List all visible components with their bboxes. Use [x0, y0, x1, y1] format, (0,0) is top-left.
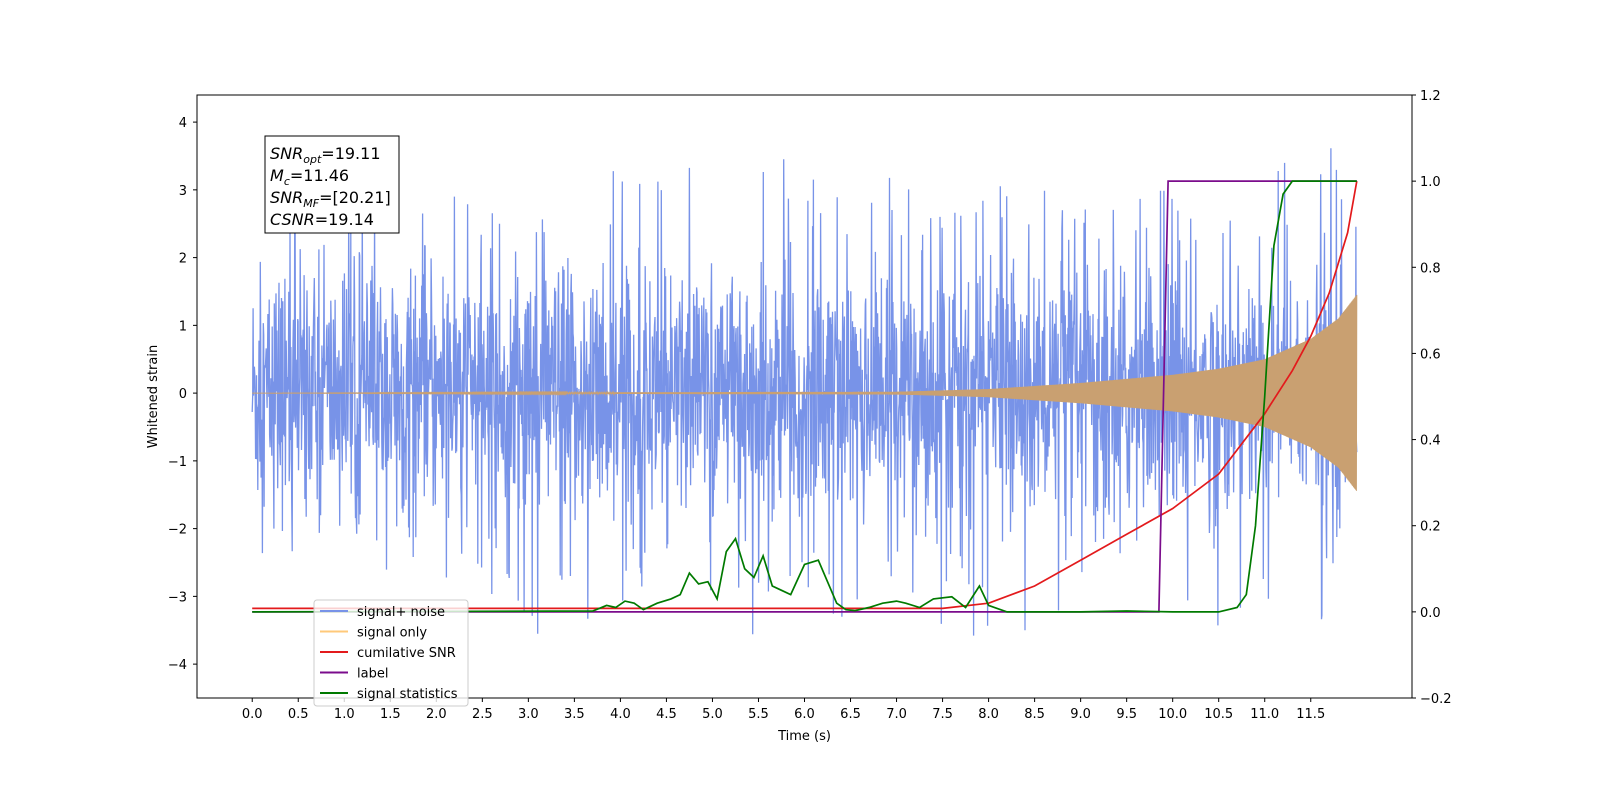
annotation-symbol: SNR [270, 188, 303, 207]
y-axis-label: Whitened strain [146, 345, 161, 448]
y-tick-label: 0 [179, 387, 187, 402]
x-tick-label: 3.0 [518, 707, 539, 722]
x-tick-label: 5.5 [748, 707, 769, 722]
x-tick-label: 2.0 [426, 707, 447, 722]
x-tick-label: 3.5 [564, 707, 585, 722]
x-tick-label: 2.5 [472, 707, 493, 722]
series-signal-noise [251, 148, 1358, 636]
x-tick-label: 8.5 [1024, 707, 1045, 722]
y-right-tick-label: −0.2 [1420, 692, 1452, 707]
annotation-value: =[20.21] [319, 188, 391, 207]
x-tick-label: 6.5 [840, 707, 861, 722]
plot-area [251, 148, 1358, 636]
y-axis-left: −4 −3 −2 −1 0 1 2 3 4 [168, 116, 197, 673]
x-tick-label: 9.5 [1116, 707, 1137, 722]
annotation-subscript: MF [303, 197, 319, 210]
y-right-tick-label: 0.2 [1420, 520, 1441, 535]
annotation-line: Mc=11.46 [270, 166, 349, 188]
x-tick-label: 7.0 [886, 707, 907, 722]
annotation-subscript: c [284, 175, 290, 188]
series-cumulative-snr [252, 180, 1358, 610]
x-tick-label: 11.5 [1296, 707, 1325, 722]
x-tick-label: 9.0 [1070, 707, 1091, 722]
x-tick-label: 7.5 [932, 707, 953, 722]
annotation-value: =11.46 [290, 166, 349, 185]
series-signal-only [252, 294, 1358, 491]
legend-label: signal+ noise [357, 605, 445, 620]
x-tick-label: 0.0 [242, 707, 263, 722]
annotation-symbol: CSNR [270, 210, 315, 229]
x-tick-label: 4.5 [656, 707, 677, 722]
x-tick-label: 5.0 [702, 707, 723, 722]
annotation-symbol: SNR [270, 144, 303, 163]
y-axis-right: −0.2 0.0 0.2 0.4 0.6 0.8 1.0 1.2 [1412, 89, 1452, 707]
y-tick-label: −1 [168, 455, 187, 470]
y-tick-label: 3 [179, 184, 187, 199]
annotation-symbol: M [270, 166, 284, 185]
x-axis: 0.0 0.5 1.0 1.5 2.0 2.5 3.0 3.5 4.0 4.5 5.0 5.5 6.0 6… [242, 698, 1325, 722]
x-tick-label: 8.0 [978, 707, 999, 722]
series-label [252, 180, 1357, 613]
legend-label: cumilative SNR [357, 646, 456, 661]
y-right-tick-label: 0.4 [1420, 434, 1441, 449]
legend: signal+ noise signal only cumilative SNR la… [313, 599, 469, 707]
y-tick-label: −3 [168, 590, 187, 605]
x-axis-label: Time (s) [777, 729, 831, 744]
x-tick-label: 6.0 [794, 707, 815, 722]
y-tick-label: 2 [179, 252, 187, 267]
y-right-tick-label: 0.6 [1420, 347, 1441, 362]
legend-label: signal only [357, 626, 427, 641]
x-tick-label: 0.5 [288, 707, 309, 722]
series-signal-statistics [252, 180, 1357, 613]
legend-label: label [357, 667, 388, 682]
x-tick-label: 1.5 [380, 707, 401, 722]
annotation-frame [264, 135, 400, 234]
y-right-tick-label: 0.8 [1420, 261, 1441, 276]
x-tick-label: 1.0 [334, 707, 355, 722]
x-tick-label: 4.0 [610, 707, 631, 722]
x-tick-label: 10.5 [1204, 707, 1233, 722]
y-tick-label: −4 [168, 658, 187, 673]
stats-annotation-box: SNRopt=19.11Mc=11.46SNRMF=[20.21]CSNR=19… [264, 135, 400, 234]
y-right-tick-label: 0.0 [1420, 606, 1441, 621]
annotation-value: =19.11 [321, 144, 380, 163]
y-tick-label: −2 [168, 523, 187, 538]
annotation-subscript: opt [303, 153, 322, 166]
legend-label: signal statistics [357, 687, 458, 702]
annotation-line: SNRopt=19.11 [270, 144, 381, 166]
annotation-value: =19.14 [315, 210, 374, 229]
y-right-tick-label: 1.2 [1420, 89, 1441, 104]
x-tick-label: 10.0 [1158, 707, 1187, 722]
x-tick-label: 11.0 [1250, 707, 1279, 722]
y-right-tick-label: 1.0 [1420, 175, 1441, 190]
annotation-line: CSNR=19.14 [270, 210, 374, 229]
y-tick-label: 1 [179, 319, 187, 334]
y-tick-label: 4 [179, 116, 187, 131]
annotation-line: SNRMF=[20.21] [270, 188, 391, 210]
legend-frame [313, 599, 469, 707]
